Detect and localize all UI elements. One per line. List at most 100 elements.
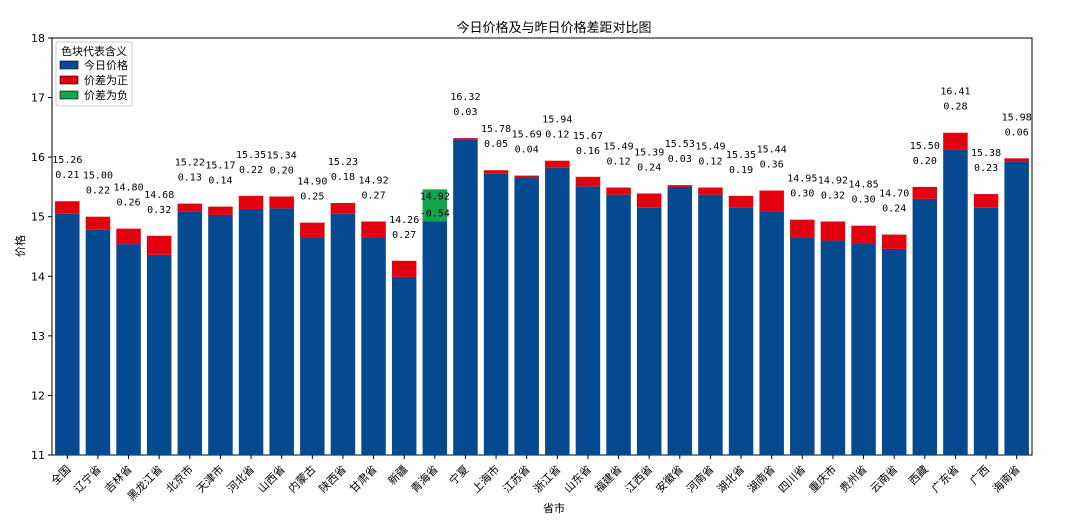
bar-today-price <box>269 208 294 455</box>
price-label: 15.50 <box>910 141 940 152</box>
x-tick-label: 内蒙古 <box>285 462 318 495</box>
x-tick-label: 浙江省 <box>531 463 564 496</box>
x-tick-label: 重庆市 <box>806 462 839 495</box>
bar-today-price <box>300 237 325 455</box>
diff-label: 0.28 <box>943 102 967 113</box>
bar-today-price <box>330 213 356 455</box>
diff-label: 0.23 <box>974 163 998 174</box>
price-label: 15.53 <box>665 139 695 150</box>
diff-label: 0.36 <box>760 160 784 171</box>
y-tick-label: 14 <box>31 270 45 283</box>
diff-label: 0.14 <box>208 176 232 187</box>
diff-label: 0.12 <box>545 130 569 141</box>
diff-label: 0.18 <box>331 172 355 183</box>
bar-diff-positive <box>1004 158 1029 162</box>
bar-today-price <box>85 229 111 455</box>
price-label: 15.22 <box>175 158 205 169</box>
x-tick-label: 全国 <box>48 462 73 487</box>
price-label: 15.67 <box>573 131 603 142</box>
price-label: 14.26 <box>389 215 419 226</box>
price-label: 14.92 <box>818 175 848 186</box>
y-axis: 11 12 13 14 15 16 17 18 <box>31 32 52 462</box>
bar-diff-positive <box>514 175 539 178</box>
price-label: 14.95 <box>787 174 817 185</box>
price-label: 15.38 <box>971 148 1001 159</box>
price-label: 14.90 <box>297 177 327 188</box>
bar-today-price <box>973 207 999 455</box>
bars-group <box>55 132 1029 456</box>
bar-today-price <box>422 221 448 455</box>
price-label: 15.23 <box>328 157 358 168</box>
bar-diff-positive <box>453 138 478 140</box>
bar-diff-positive <box>575 176 601 187</box>
bar-today-price <box>820 240 846 455</box>
diff-label: 0.16 <box>576 146 600 157</box>
legend-title: 色块代表含义 <box>61 44 127 58</box>
diff-label: -0.54 <box>420 208 450 219</box>
bar-today-price <box>575 186 601 455</box>
bar-diff-positive <box>790 219 815 238</box>
bar-today-price <box>881 248 907 455</box>
chart-title: 今日价格及与昨日价格差距对比图 <box>456 20 651 36</box>
legend-box <box>55 41 133 107</box>
bar-diff-positive <box>177 203 203 212</box>
bar-diff-positive <box>943 132 968 150</box>
bar-diff-positive <box>912 186 938 199</box>
price-label: 15.26 <box>52 155 82 166</box>
x-tick-label: 天津市 <box>193 462 226 495</box>
bar-diff-positive <box>973 194 999 208</box>
price-label: 14.85 <box>849 180 879 191</box>
y-tick-label: 16 <box>31 151 45 164</box>
x-tick-label: 江苏省 <box>500 463 533 496</box>
price-label: 15.78 <box>481 124 511 135</box>
x-tick-label: 青海省 <box>408 462 441 495</box>
price-label: 15.69 <box>512 130 542 141</box>
x-tick-label: 贵州省 <box>837 463 870 496</box>
bar-diff-positive <box>545 160 570 168</box>
bar-today-price <box>116 244 141 455</box>
price-label: 15.39 <box>634 147 664 158</box>
bar-today-price <box>453 139 478 456</box>
x-tick-label: 四川省 <box>776 463 809 496</box>
bar-today-price <box>943 149 968 456</box>
diff-label: 0.24 <box>882 204 906 215</box>
price-label: 14.92 <box>359 175 389 186</box>
bar-diff-positive <box>667 185 693 187</box>
diff-label: 0.22 <box>239 165 263 176</box>
x-axis-label: 省市 <box>543 501 565 515</box>
bar-today-price <box>698 194 723 455</box>
price-label: 14.68 <box>144 190 174 201</box>
x-tick-label: 云南省 <box>868 463 901 496</box>
y-axis-label: 价格 <box>13 235 27 257</box>
x-tick-label: 福建省 <box>591 462 624 495</box>
price-label: 15.35 <box>236 150 266 161</box>
diff-label: 0.30 <box>790 189 814 200</box>
diff-label: 0.12 <box>698 157 722 168</box>
x-tick-label: 安徽省 <box>653 462 686 495</box>
bar-diff-positive <box>238 195 264 209</box>
diff-label: 0.21 <box>55 170 79 181</box>
bar-diff-positive <box>483 170 509 174</box>
diff-label: 0.26 <box>117 198 141 209</box>
price-label: 14.92 <box>420 191 450 202</box>
price-label: 16.41 <box>940 87 970 98</box>
x-tick-label: 山西省 <box>255 463 288 496</box>
legend-swatch-today <box>59 60 79 70</box>
diff-label: 0.03 <box>453 107 477 118</box>
bar-diff-positive <box>146 235 172 255</box>
bar-today-price <box>759 211 784 455</box>
legend-label-negative: 价差为负 <box>84 88 128 102</box>
legend-swatch-positive <box>59 75 79 85</box>
y-tick-label: 15 <box>31 211 45 224</box>
diff-label: 0.25 <box>300 192 324 203</box>
diff-label: 0.03 <box>668 154 692 165</box>
x-tick-label: 甘肃省 <box>347 463 380 496</box>
diff-label: 0.30 <box>852 195 876 206</box>
x-tick-label: 陕西省 <box>316 462 349 495</box>
bar-diff-positive <box>759 190 784 212</box>
bar-diff-positive <box>116 228 141 245</box>
x-tick-label: 西藏 <box>906 463 931 488</box>
price-label: 15.98 <box>1002 112 1032 123</box>
bar-diff-positive <box>85 216 111 230</box>
